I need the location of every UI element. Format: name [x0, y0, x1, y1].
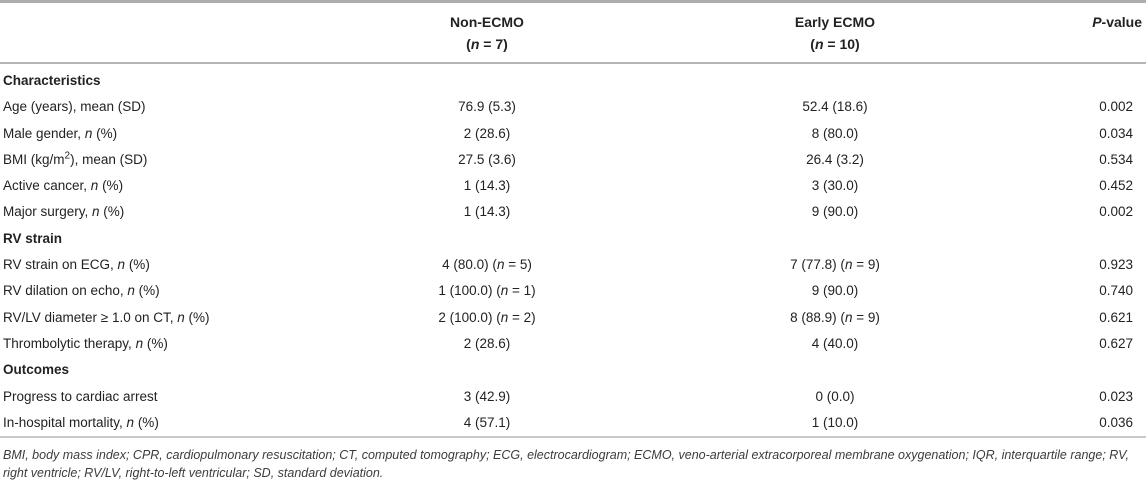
header-non-ecmo-n: (n = 7)	[466, 36, 508, 52]
non-ecmo-value	[358, 63, 616, 94]
table-row: Major surgery, n (%) 1 (14.3) 9 (90.0) 0…	[0, 199, 1146, 225]
non-ecmo-value	[358, 226, 616, 252]
header-characteristics-blank	[0, 1, 358, 64]
non-ecmo-value: 3 (42.9)	[463, 388, 511, 404]
row-label: Male gender, n (%)	[3, 125, 118, 141]
row-label: Age (years), mean (SD)	[3, 99, 146, 115]
footnote-abbreviations: BMI, body mass index; CPR, cardiopulmona…	[3, 448, 1129, 481]
early-ecmo-value: 26.4 (3.2)	[806, 151, 864, 167]
section-row: Outcomes	[0, 357, 1146, 383]
p-value: 0.036	[1099, 414, 1133, 430]
p-value	[1054, 63, 1146, 94]
row-label: BMI (kg/m2), mean (SD)	[3, 150, 148, 167]
early-ecmo-value: 3 (30.0)	[811, 178, 859, 194]
comparison-table: Non-ECMO (n = 7) Early ECMO (n = 10) P-v…	[0, 0, 1146, 438]
table-row: RV strain on ECG, n (%) 4 (80.0) (n = 5)…	[0, 252, 1146, 278]
early-ecmo-value	[616, 226, 1054, 252]
early-ecmo-value: 9 (90.0)	[811, 204, 859, 220]
row-label: Major surgery, n (%)	[3, 204, 125, 220]
p-value: 0.002	[1099, 99, 1133, 115]
row-label: In-hospital mortality, n (%)	[3, 414, 159, 430]
row-label: Active cancer, n (%)	[3, 178, 124, 194]
table-row: RV dilation on echo, n (%) 1 (100.0) (n …	[0, 278, 1146, 304]
non-ecmo-value: 76.9 (5.3)	[458, 99, 516, 115]
header-non-ecmo-name: Non-ECMO	[450, 14, 524, 30]
section-row: Characteristics	[0, 63, 1146, 94]
table-row: Age (years), mean (SD) 76.9 (5.3) 52.4 (…	[0, 94, 1146, 120]
early-ecmo-value: 4 (40.0)	[811, 335, 859, 351]
non-ecmo-value: 4 (80.0) (n = 5)	[442, 257, 532, 273]
p-value: 0.002	[1099, 204, 1133, 220]
early-ecmo-value	[616, 63, 1054, 94]
table-row: Thrombolytic therapy, n (%) 2 (28.6) 4 (…	[0, 331, 1146, 357]
header-p-value: P-value	[1054, 1, 1146, 64]
row-label: Outcomes	[3, 362, 70, 378]
table-body: Characteristics Age (years), mean (SD) 7…	[0, 63, 1146, 438]
header-non-ecmo: Non-ECMO (n = 7)	[358, 1, 616, 64]
non-ecmo-value: 1 (100.0) (n = 1)	[438, 283, 536, 299]
non-ecmo-value: 2 (100.0) (n = 2)	[438, 309, 536, 325]
early-ecmo-value: 1 (10.0)	[811, 414, 859, 430]
table-row: RV/LV diameter ≥ 1.0 on CT, n (%) 2 (100…	[0, 305, 1146, 331]
non-ecmo-value: 27.5 (3.6)	[458, 151, 516, 167]
section-row: RV strain	[0, 226, 1146, 252]
p-value	[1054, 357, 1146, 383]
early-ecmo-value: 0 (0.0)	[815, 388, 855, 404]
p-value: 0.452	[1099, 178, 1133, 194]
p-value: 0.023	[1099, 388, 1133, 404]
p-value: 0.621	[1099, 309, 1133, 325]
p-value: 0.034	[1099, 125, 1133, 141]
early-ecmo-value: 7 (77.8) (n = 9)	[790, 257, 880, 273]
non-ecmo-value: 1 (14.3)	[463, 178, 511, 194]
early-ecmo-value	[616, 357, 1054, 383]
header-row: Non-ECMO (n = 7) Early ECMO (n = 10) P-v…	[0, 1, 1146, 64]
table-row: BMI (kg/m2), mean (SD) 27.5 (3.6) 26.4 (…	[0, 147, 1146, 173]
p-value: 0.923	[1099, 257, 1133, 273]
table-row: Male gender, n (%) 2 (28.6) 8 (80.0) 0.0…	[0, 121, 1146, 147]
row-label: RV strain on ECG, n (%)	[3, 257, 150, 273]
table-row: Active cancer, n (%) 1 (14.3) 3 (30.0) 0…	[0, 173, 1146, 199]
table-row: In-hospital mortality, n (%) 4 (57.1) 1 …	[0, 410, 1146, 437]
early-ecmo-value: 9 (90.0)	[811, 283, 859, 299]
p-value: 0.534	[1099, 151, 1133, 167]
non-ecmo-value	[358, 357, 616, 383]
p-value: 0.627	[1099, 335, 1133, 351]
table-figure: Non-ECMO (n = 7) Early ECMO (n = 10) P-v…	[0, 0, 1146, 481]
early-ecmo-value: 52.4 (18.6)	[802, 99, 868, 115]
early-ecmo-value: 8 (88.9) (n = 9)	[790, 309, 880, 325]
header-early-ecmo-name: Early ECMO	[794, 14, 876, 30]
row-label: Thrombolytic therapy, n (%)	[3, 335, 168, 351]
row-label: Characteristics	[3, 73, 101, 88]
non-ecmo-value: 2 (28.6)	[463, 125, 511, 141]
p-value	[1054, 226, 1146, 252]
row-label: RV/LV diameter ≥ 1.0 on CT, n (%)	[3, 309, 210, 325]
row-label: Progress to cardiac arrest	[3, 388, 158, 404]
row-label: RV dilation on echo, n (%)	[3, 283, 160, 299]
table-row: Progress to cardiac arrest 3 (42.9) 0 (0…	[0, 384, 1146, 410]
non-ecmo-value: 2 (28.6)	[463, 335, 511, 351]
p-value: 0.740	[1099, 283, 1133, 299]
non-ecmo-value: 1 (14.3)	[463, 204, 511, 220]
header-early-ecmo-n: (n = 10)	[810, 36, 860, 52]
early-ecmo-value: 8 (80.0)	[811, 125, 859, 141]
table-header: Non-ECMO (n = 7) Early ECMO (n = 10) P-v…	[0, 1, 1146, 64]
row-label: RV strain	[3, 230, 63, 246]
non-ecmo-value: 4 (57.1)	[463, 414, 511, 430]
header-early-ecmo: Early ECMO (n = 10)	[616, 1, 1054, 64]
